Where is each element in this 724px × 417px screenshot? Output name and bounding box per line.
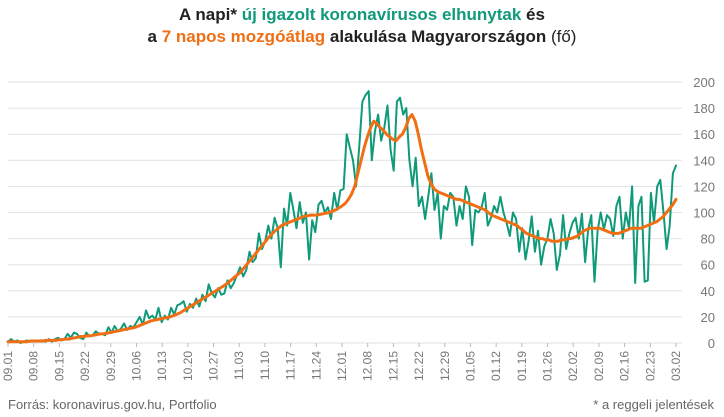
x-tick-label: 01.05: [463, 351, 477, 381]
x-tick-label: 12.29: [438, 351, 452, 381]
x-tick-label: 12.22: [412, 351, 426, 381]
x-tick-label: 10.27: [207, 351, 221, 381]
y-tick-label: 20: [701, 310, 715, 325]
x-tick-label: 09.08: [27, 351, 41, 381]
y-tick-label: 80: [701, 232, 715, 247]
x-tick-label: 09.15: [52, 351, 66, 381]
y-tick-label: 140: [693, 153, 715, 168]
title-unit: (fő): [546, 27, 577, 46]
x-tick-label: 02.09: [592, 351, 606, 381]
y-tick-label: 120: [693, 179, 715, 194]
title-daily-deaths: új igazolt koronavírusos elhunytak: [241, 5, 522, 24]
daily-deaths-line: [7, 90, 677, 344]
x-axis: 09.01 09.08 09.15 09.22 09.29 10.06 10.13 10.20…: [1, 343, 683, 381]
series-lines: [6, 90, 678, 344]
moving-average-line: [6, 113, 678, 344]
title-text: A napi*: [179, 5, 242, 24]
x-tick-label: 10.06: [129, 351, 143, 381]
x-tick-label: 02.23: [643, 351, 657, 381]
x-tick-label: 03.02: [669, 351, 683, 381]
x-tick-label: 12.01: [335, 351, 349, 381]
y-tick-label: 180: [693, 101, 715, 116]
source-text: Forrás: koronavirus.gov.hu, Portfolio: [8, 397, 217, 412]
footnote-text: * a reggeli jelentések: [593, 397, 714, 412]
x-tick-label: 11.10: [258, 351, 272, 380]
x-tick-label: 10.20: [181, 351, 195, 381]
x-tick-label: 02.02: [566, 351, 580, 381]
x-tick-label: 01.26: [541, 351, 555, 381]
x-tick-label: 02.16: [618, 351, 632, 381]
x-tick-label: 11.24: [309, 351, 323, 380]
x-tick-label: 12.15: [386, 351, 400, 381]
title-line-2: a 7 napos mozgóátlag alakulása Magyarors…: [0, 26, 724, 48]
y-tick-label: 0: [708, 336, 715, 351]
x-tick-label: 11.17: [284, 351, 298, 380]
title-text: és: [521, 5, 545, 24]
title-moving-average: 7 napos mozgóátlag: [161, 27, 326, 46]
x-tick-label: 11.03: [232, 351, 246, 380]
y-axis: 0 20 40 60 80 100 120 140 160 180 200: [693, 75, 715, 351]
y-tick-label: 40: [701, 284, 715, 299]
title-text: a: [147, 27, 162, 46]
y-tick-label: 100: [693, 206, 715, 221]
x-tick-label: 01.12: [489, 351, 503, 381]
x-tick-label: 09.22: [78, 351, 92, 381]
x-tick-label: 09.01: [1, 351, 15, 381]
y-tick-label: 200: [693, 75, 715, 90]
x-tick-label: 09.29: [104, 351, 118, 381]
y-tick-label: 160: [693, 127, 715, 142]
y-tick-label: 60: [701, 258, 715, 273]
title-text: alakulása Magyarországon: [325, 27, 547, 46]
title-line-1: A napi* új igazolt koronavírusos elhunyt…: [0, 4, 724, 26]
x-tick-label: 10.13: [155, 351, 169, 381]
x-tick-label: 01.19: [515, 351, 529, 381]
chart-title: A napi* új igazolt koronavírusos elhunyt…: [0, 4, 724, 48]
x-tick-label: 12.08: [361, 351, 375, 381]
grid-lines: [8, 81, 682, 344]
